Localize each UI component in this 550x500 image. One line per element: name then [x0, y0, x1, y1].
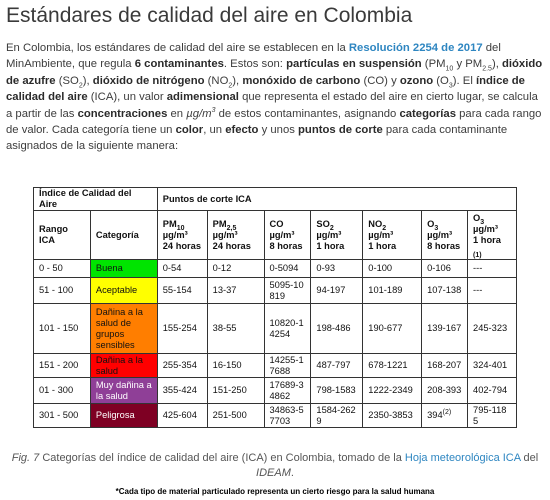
cell-o3-1: 795-1185 [467, 403, 517, 428]
cell-o3-8: 139-167 [421, 303, 469, 354]
cell-o3-1: 245-323 [467, 303, 517, 354]
cell-o3-1: 402-794 [467, 377, 517, 404]
cell-pm25: 151-250 [206, 377, 265, 404]
cell-co: 10820-14254 [263, 303, 312, 354]
cell-co: 17689-34862 [263, 377, 312, 404]
page-title: Estándares de calidad del aire en Colomb… [6, 4, 413, 27]
cell-o3-8: 394(2) [421, 403, 469, 428]
hoja-meteorologica-link[interactable]: Hoja meteorológica ICA [404, 452, 521, 464]
cell-o3-8: 208-393 [421, 377, 469, 404]
table-row: 51 - 100 Aceptable 55-154 13-37 5095-10819 94… [33, 277, 517, 304]
cell-pm10: 425-604 [156, 403, 208, 428]
cell-rango: 51 - 100 [33, 277, 91, 304]
cell-pm10: 0-54 [156, 259, 208, 278]
cell-no2: 101-189 [362, 277, 423, 304]
header-puntos-corte: Puntos de corte ICA [156, 187, 518, 211]
cell-rango: 301 - 500 [33, 403, 91, 428]
figure-caption: Fig. 7 Categorías del índice de calidad … [11, 452, 539, 479]
cell-rango: 101 - 150 [33, 303, 91, 354]
cell-categoria: Buena [89, 259, 158, 278]
resolucion-link[interactable]: Resolución 2254 de 2017 [348, 42, 483, 54]
cell-co: 5095-10819 [263, 277, 312, 304]
cell-no2: 190-677 [362, 303, 423, 354]
table-row: 0 - 50 Buena 0-54 0-12 0-5094 0-93 0-100 0-106-… [33, 259, 517, 278]
cell-pm25: 0-12 [206, 259, 265, 278]
ica-table: Índice de Calidad del Aire Puntos de cor… [33, 187, 518, 428]
cell-categoria: Dañina a la salud de grupos sensibles [89, 303, 158, 354]
ica-table-body: 0 - 50 Buena 0-54 0-12 0-5094 0-93 0-100 0-106-… [33, 259, 517, 428]
col-no2: NO2 µg/m³ 1 hora [362, 210, 423, 260]
cell-so2: 487-797 [310, 353, 364, 378]
table-row: 01 - 300 Muy dañina a la salud 355-424 151-… [33, 377, 517, 404]
cell-categoria: Dañina a la salud [89, 353, 158, 378]
cell-pm25: 251-500 [206, 403, 265, 428]
cell-no2: 0-100 [362, 259, 423, 278]
col-pm25: PM2,5 µg/m³ 24 horas [206, 210, 265, 260]
col-co: CO µg/m³ 8 horas [263, 210, 312, 260]
cell-categoria: Aceptable [89, 277, 158, 304]
cell-o3-8: 0-106 [421, 259, 469, 278]
cell-no2: 1222-2349 [362, 377, 423, 404]
cell-o3-1: --- [467, 277, 517, 304]
cell-pm10: 255-354 [156, 353, 208, 378]
cell-so2: 94-197 [310, 277, 364, 304]
cell-so2: 1584-2629 [310, 403, 364, 428]
cell-pm25: 13-37 [206, 277, 265, 304]
cell-no2: 678-1221 [362, 353, 423, 378]
cell-rango: 151 - 200 [33, 353, 91, 378]
col-pm10: PM10 µg/m³ 24 horas [156, 210, 208, 260]
cell-co: 34863-57703 [263, 403, 312, 428]
cell-o3-8: 107-138 [421, 277, 469, 304]
table-column-header-row: Rango ICA Categoría PM10 µg/m³ 24 horas PM… [33, 210, 517, 260]
table-row: 151 - 200 Dañina a la salud 255-354 16-150 1… [33, 353, 517, 378]
cell-so2: 198-486 [310, 303, 364, 354]
cell-so2: 798-1583 [310, 377, 364, 404]
table-row: 101 - 150 Dañina a la salud de grupos sen… [33, 303, 517, 354]
cell-pm10: 155-254 [156, 303, 208, 354]
cell-o3-1: 324-401 [467, 353, 517, 378]
cell-no2: 2350-3853 [362, 403, 423, 428]
cell-o3-8: 168-207 [421, 353, 469, 378]
cell-co: 14255-17688 [263, 353, 312, 378]
col-o3-8h: O3 µg/m³ 8 horas [421, 210, 469, 260]
cell-categoria: Peligrosa [89, 403, 158, 428]
col-so2: SO2 µg/m³ 1 hora [310, 210, 364, 260]
cell-so2: 0-93 [310, 259, 364, 278]
cell-pm25: 38-55 [206, 303, 265, 354]
cell-co: 0-5094 [263, 259, 312, 278]
footnote: *Cada tipo de material particulado repre… [115, 487, 435, 496]
cell-rango: 01 - 300 [33, 377, 91, 404]
cell-categoria: Muy dañina a la salud [89, 377, 158, 404]
cell-pm25: 16-150 [206, 353, 265, 378]
intro-paragraph: En Colombia, los estándares de calidad d… [6, 42, 543, 153]
cell-o3-1: --- [467, 259, 517, 278]
col-categoria: Categoría [89, 210, 158, 260]
table-row: 301 - 500 Peligrosa 425-604 251-500 34863-57… [33, 403, 517, 428]
cell-pm10: 355-424 [156, 377, 208, 404]
table-header-group-row: Índice de Calidad del Aire Puntos de cor… [33, 187, 518, 211]
header-indice: Índice de Calidad del Aire [33, 187, 158, 211]
col-rango-ica: Rango ICA [33, 210, 91, 260]
cell-rango: 0 - 50 [33, 259, 91, 278]
cell-pm10: 55-154 [156, 277, 208, 304]
col-o3-1h: O3 µg/m³ 1 hora (1) [467, 210, 517, 260]
